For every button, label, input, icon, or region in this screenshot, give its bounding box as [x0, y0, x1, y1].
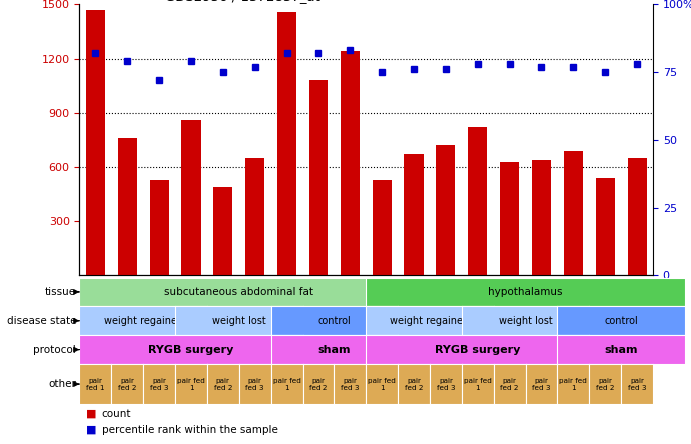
Text: protocol: protocol	[33, 345, 76, 355]
Bar	[596, 178, 615, 275]
Bar	[404, 155, 424, 275]
Bar	[468, 127, 487, 275]
Bar	[86, 10, 105, 275]
Bar	[214, 187, 232, 275]
Bar	[309, 80, 328, 275]
Text: count: count	[102, 409, 131, 419]
Bar	[277, 12, 296, 275]
Text: pair
fed 2: pair fed 2	[596, 377, 614, 391]
Bar	[372, 179, 392, 275]
Bar	[341, 52, 360, 275]
Text: tissue: tissue	[45, 287, 76, 297]
Text: weight regained: weight regained	[104, 316, 182, 326]
Text: pair
fed 3: pair fed 3	[437, 377, 455, 391]
Text: control: control	[317, 316, 351, 326]
Text: disease state: disease state	[6, 316, 76, 326]
Text: pair fed
1: pair fed 1	[368, 377, 396, 391]
Text: pair
fed 3: pair fed 3	[150, 377, 169, 391]
Text: weight lost: weight lost	[212, 316, 265, 326]
Text: pair
fed 2: pair fed 2	[118, 377, 137, 391]
Bar	[436, 145, 455, 275]
Bar	[245, 158, 264, 275]
Bar	[182, 120, 200, 275]
Text: subcutaneous abdominal fat: subcutaneous abdominal fat	[164, 287, 313, 297]
Text: ■: ■	[86, 409, 97, 419]
Text: pair
fed 3: pair fed 3	[341, 377, 359, 391]
Bar	[627, 158, 647, 275]
Text: pair
fed 2: pair fed 2	[405, 377, 424, 391]
Text: control: control	[604, 316, 638, 326]
Bar	[532, 160, 551, 275]
Text: percentile rank within the sample: percentile rank within the sample	[102, 424, 278, 435]
Text: sham: sham	[605, 345, 638, 355]
Text: pair fed
1: pair fed 1	[177, 377, 205, 391]
Text: pair
fed 3: pair fed 3	[628, 377, 646, 391]
Text: pair
fed 1: pair fed 1	[86, 377, 104, 391]
Text: pair fed
1: pair fed 1	[464, 377, 492, 391]
Text: other: other	[48, 379, 76, 389]
Text: pair fed
1: pair fed 1	[560, 377, 587, 391]
Text: GDS2956 / 1372837_at: GDS2956 / 1372837_at	[165, 0, 321, 3]
Text: RYGB surgery: RYGB surgery	[149, 345, 234, 355]
Bar	[149, 179, 169, 275]
Text: sham: sham	[318, 345, 351, 355]
Text: pair
fed 3: pair fed 3	[245, 377, 264, 391]
Text: pair
fed 2: pair fed 2	[214, 377, 232, 391]
Text: ■: ■	[86, 424, 97, 435]
Bar	[500, 162, 519, 275]
Text: pair
fed 2: pair fed 2	[309, 377, 328, 391]
Text: RYGB surgery: RYGB surgery	[435, 345, 520, 355]
Bar	[117, 138, 137, 275]
Text: hypothalamus: hypothalamus	[489, 287, 562, 297]
Text: pair fed
1: pair fed 1	[273, 377, 301, 391]
Text: weight regained: weight regained	[390, 316, 469, 326]
Text: pair
fed 2: pair fed 2	[500, 377, 519, 391]
Text: weight lost: weight lost	[499, 316, 552, 326]
Text: pair
fed 3: pair fed 3	[532, 377, 551, 391]
Bar	[564, 151, 583, 275]
